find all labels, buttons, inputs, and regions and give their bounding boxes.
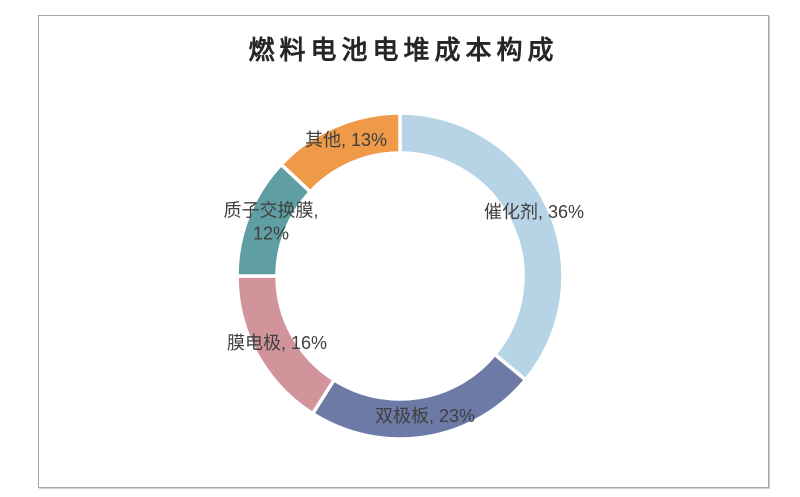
pie-slice-catalyst — [398, 111, 565, 383]
slice-label-proton-exchange-membrane: 质子交换膜, 12% — [223, 200, 319, 244]
slice-label-bipolar-plate: 双极板, 23% — [374, 406, 476, 427]
chart-title: 燃料电池电堆成本构成 — [248, 35, 559, 65]
slice-label-catalyst: 催化剂, 36% — [483, 202, 585, 223]
slice-label-other: 其他, 13% — [304, 130, 388, 151]
slice-label-membrane-electrode: 膜电极, 16% — [226, 333, 328, 354]
pie-slice-other — [278, 111, 402, 195]
